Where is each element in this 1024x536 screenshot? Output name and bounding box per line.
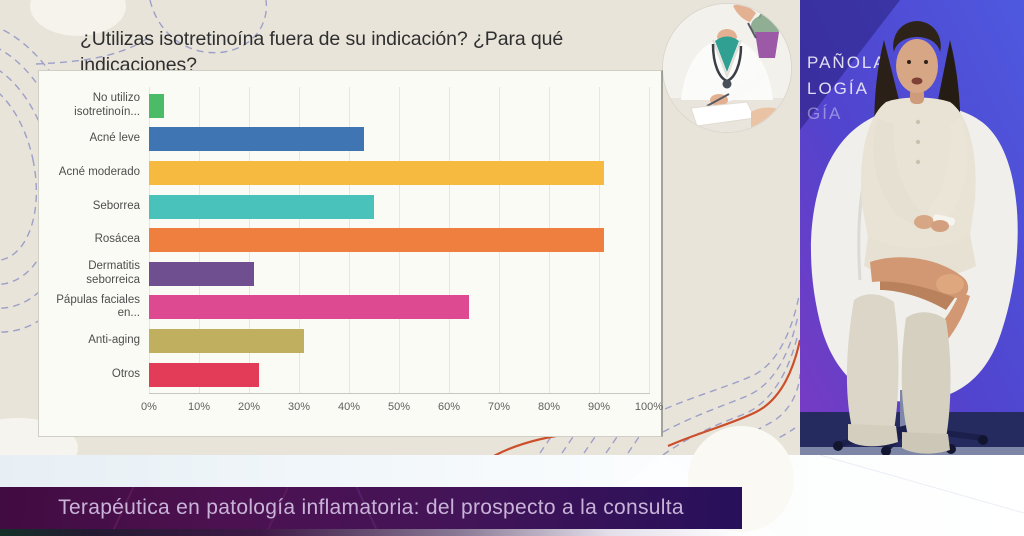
x-tick-label: 20% [237,401,261,413]
presentation-slide: ¿Utilizas isotretinoína fuera de su indi… [0,0,800,455]
x-tick-label: 60% [437,401,461,413]
white-blob-top [30,0,126,36]
x-tick-label: 50% [387,401,411,413]
bar-row: Acné moderado [39,156,651,190]
category-label: Seborrea [92,199,140,212]
bar [149,194,374,219]
doctor-photo-illustration [663,4,791,132]
bar [149,295,469,320]
bar-track [149,228,651,253]
speaker-figure [846,21,976,454]
bar-row: Rosácea [39,223,651,257]
video-wall-text: PAÑOLA LOGÍA GÍA [807,53,887,123]
bar [149,261,254,286]
banner-underline-strip [0,529,742,536]
category-label: No utilizo isotretinoín... [74,92,140,118]
bar-row: Pápulas faciales en... [39,291,651,325]
x-tick-label: 100% [634,401,664,413]
bar [149,160,604,185]
category-label: Otros [111,367,140,380]
bar-row: Acné leve [39,123,651,157]
bar-row: Dermatitis seborreica [39,257,651,291]
wall-text-line-2: LOGÍA [807,79,869,98]
poll-bar-chart: No utilizo isotretinoín... Acné leve Acné … [38,70,663,437]
bar-track [149,93,651,118]
speaker-video-illustration: PAÑOLA LOGÍA GÍA [800,0,1024,455]
category-label: Anti-aging [88,334,140,347]
bar [149,93,164,118]
bar-track [149,295,651,320]
session-title-text: Terapéutica en patología inflamatoria: d… [58,496,684,519]
wall-text-line-1: PAÑOLA [807,53,887,72]
doctor-figure [681,4,773,107]
bar-track [149,261,651,286]
bar-rows: No utilizo isotretinoín... Acné leve Acné … [39,89,651,391]
bar [149,228,604,253]
stage-shadow [800,0,900,130]
x-tick-label: 30% [287,401,311,413]
x-tick-label: 90% [587,401,611,413]
category-label: Pápulas faciales en... [56,293,140,320]
x-tick-label: 0% [141,401,157,413]
bar-track [149,328,651,353]
doctor-photo-circle [663,4,791,132]
bar [149,127,364,152]
bar-track [149,194,651,219]
bar [149,362,259,387]
bar-track [149,160,651,185]
category-label: Acné moderado [58,166,140,179]
x-axis-ticks: 0% 10% 20% 30% 40% 50% 60% 70% 80% 90% 100% [39,401,664,419]
x-tick-label: 80% [537,401,561,413]
category-label: Acné leve [89,132,140,145]
category-label: Dermatitis seborreica [86,259,140,286]
category-label: Rosácea [94,233,140,246]
bar-row: Anti-aging [39,324,651,358]
x-tick-label: 10% [187,401,211,413]
session-title-banner: Terapéutica en patología inflamatoria: d… [0,487,742,529]
bar-track [149,362,651,387]
bar-row: Otros [39,358,651,392]
x-tick-label: 70% [487,401,511,413]
bar [149,328,304,353]
wall-text-line-3: GÍA [807,104,842,123]
x-tick-label: 40% [337,401,361,413]
bar-row: No utilizo isotretinoín... [39,89,651,123]
speaker-video-feed: PAÑOLA LOGÍA GÍA [800,0,1024,455]
bar-row: Seborrea [39,190,651,224]
bar-track [149,127,651,152]
